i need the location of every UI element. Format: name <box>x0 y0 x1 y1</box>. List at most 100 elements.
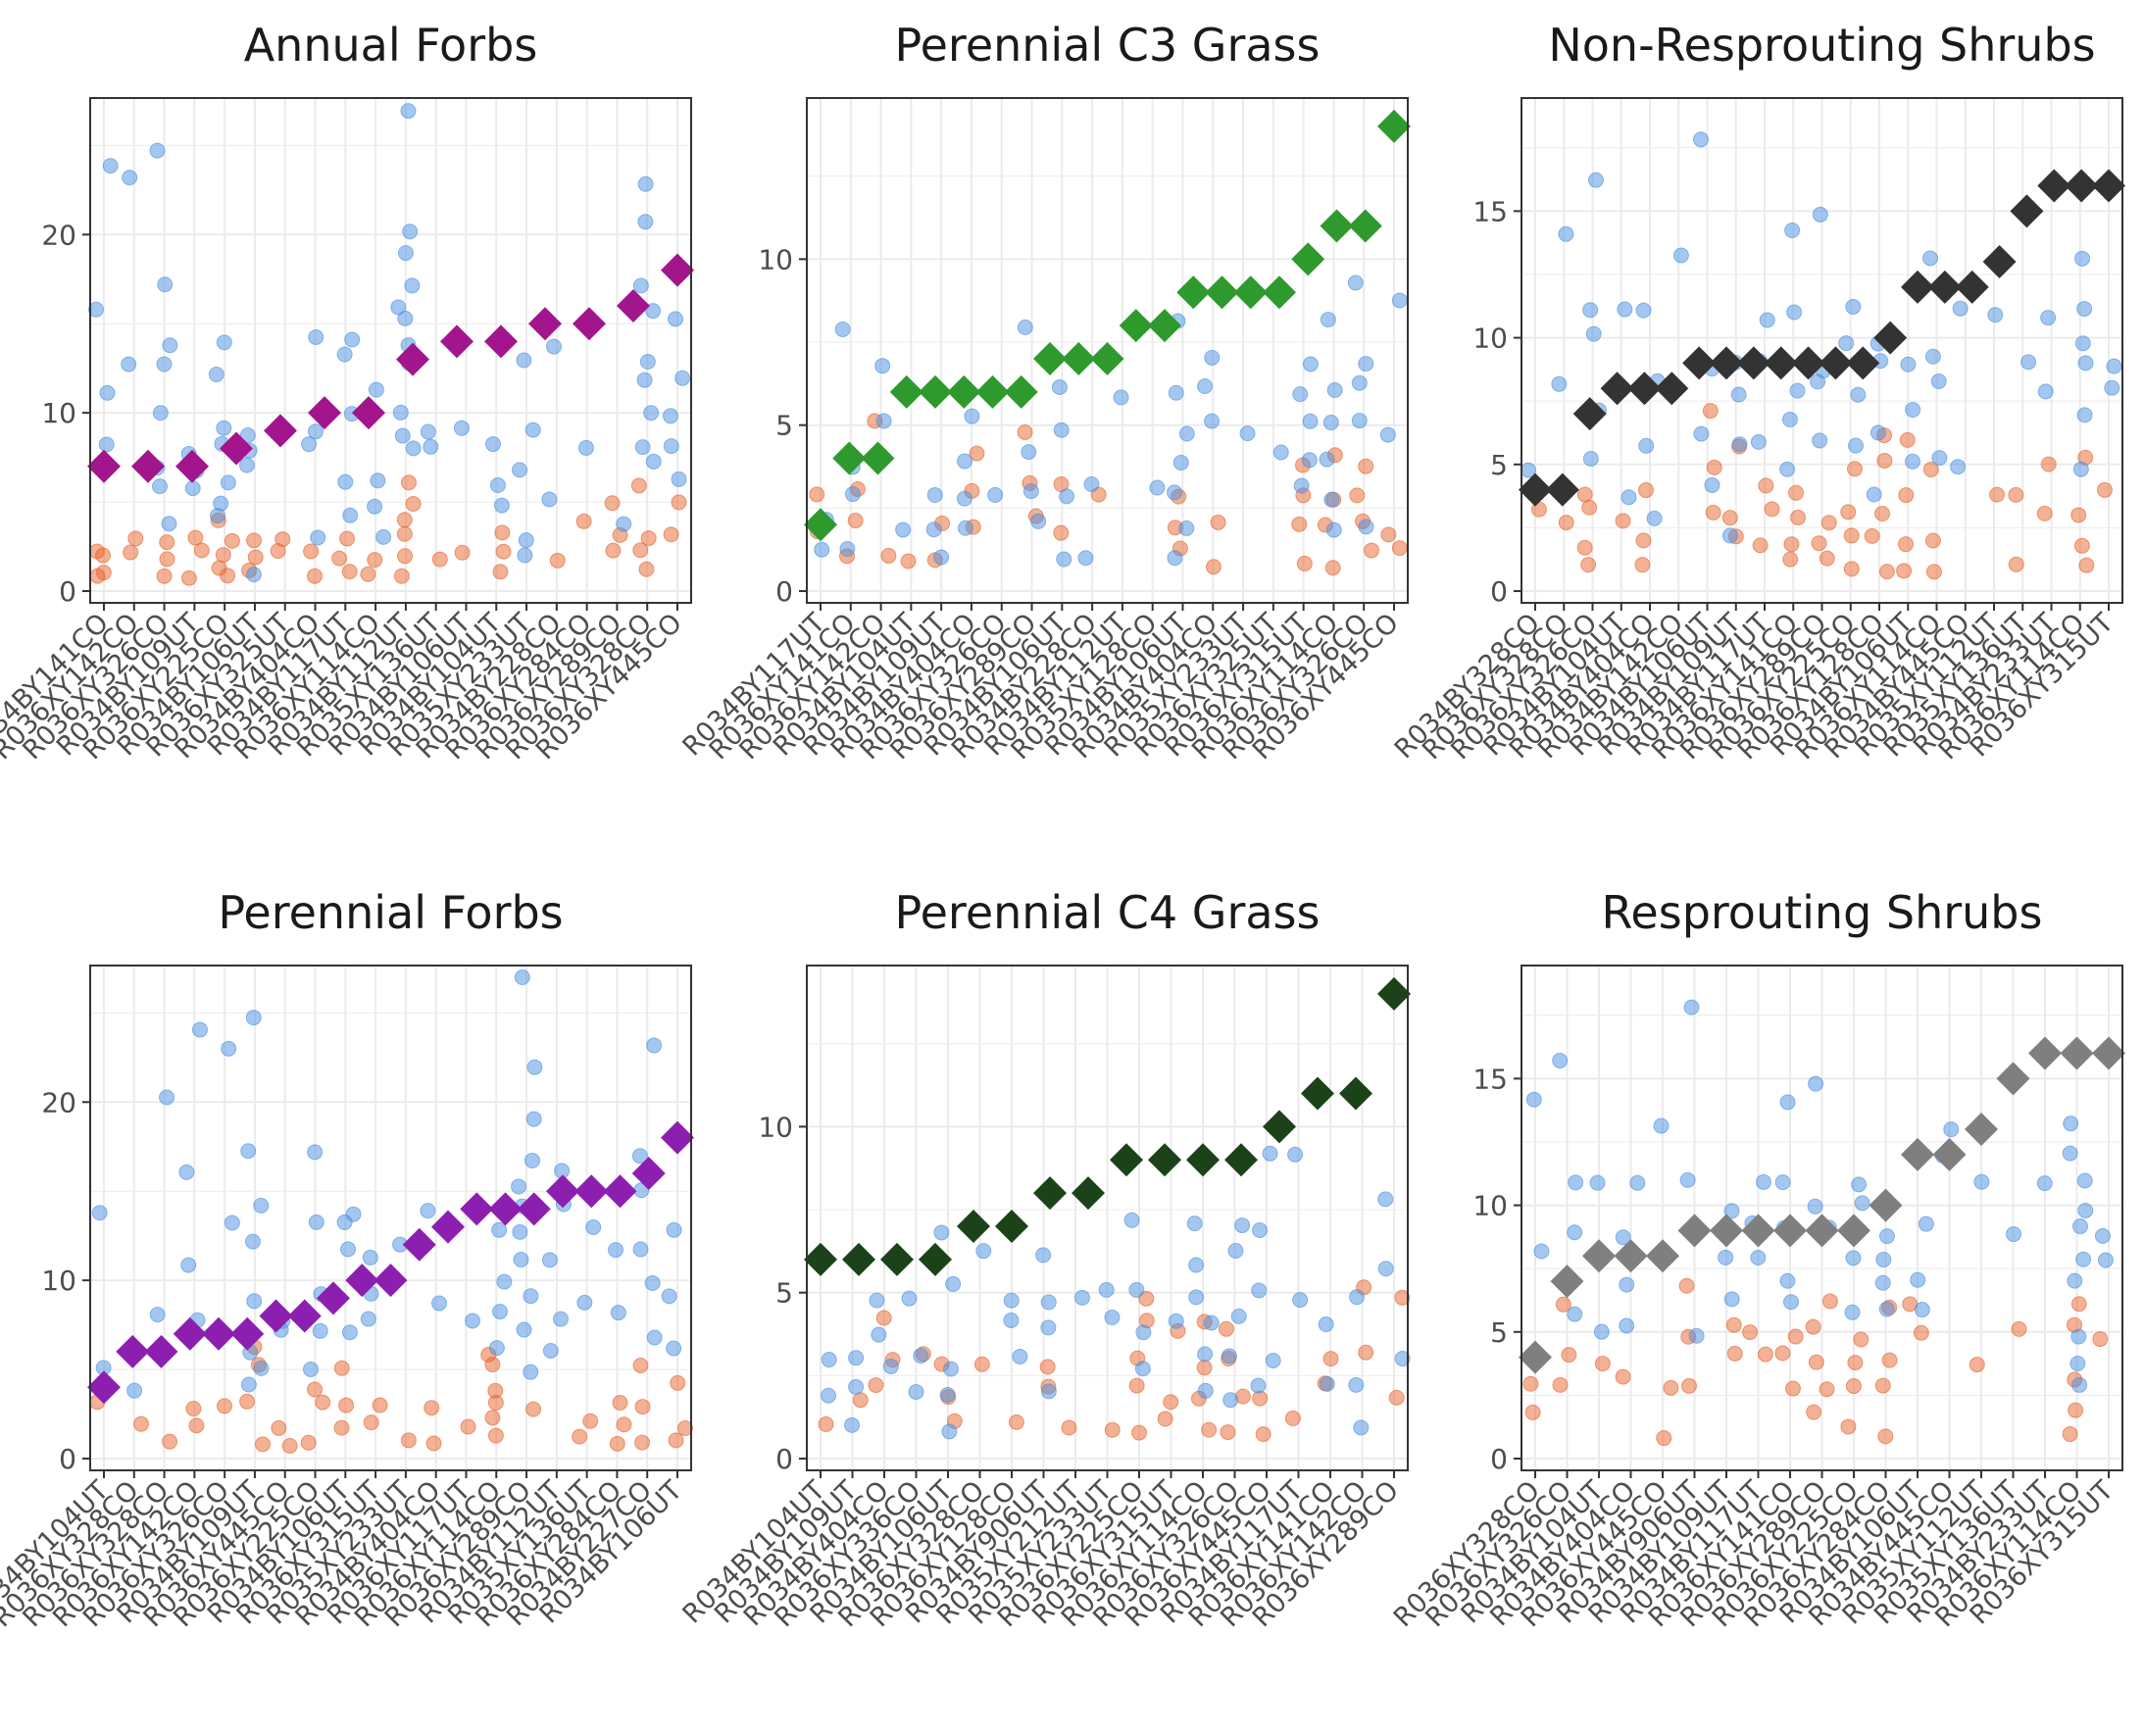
blue-point <box>844 1416 861 1433</box>
blue-point <box>631 1148 648 1165</box>
blue-point <box>308 423 324 440</box>
orange-point <box>2008 486 2024 503</box>
diamond-marker <box>1033 1176 1067 1211</box>
blue-point <box>518 532 534 549</box>
blue-point <box>646 1329 663 1346</box>
orange-point <box>247 549 264 566</box>
orange-point <box>1702 403 1719 420</box>
diamond-marker <box>1736 346 1770 380</box>
orange-point <box>2092 1331 2109 1348</box>
orange-point <box>670 1374 686 1391</box>
diamond-marker <box>131 449 165 483</box>
panel-title: Perennial C3 Grass <box>895 19 1321 72</box>
blue-point <box>2076 1172 2093 1189</box>
blue-point <box>1051 378 1068 395</box>
orange-point <box>2036 505 2053 521</box>
blue-point <box>1931 450 1948 467</box>
blue-point <box>1845 298 1862 315</box>
blue-point <box>370 472 386 489</box>
orange-point <box>1638 482 1655 499</box>
blue-point <box>1302 356 1319 372</box>
orange-point <box>1678 1277 1695 1294</box>
blue-point <box>1653 1117 1670 1134</box>
orange-point <box>1615 1368 1631 1385</box>
blue-point <box>1688 1327 1705 1344</box>
blue-point <box>1781 411 1798 427</box>
orange-point <box>1896 563 1913 579</box>
blue-point <box>246 1293 263 1310</box>
blue-point <box>308 328 324 345</box>
orange-point <box>1774 1345 1791 1362</box>
diamond-marker <box>488 1192 523 1226</box>
orange-point <box>492 564 509 580</box>
blue-point <box>2070 1328 2087 1345</box>
orange-point <box>1721 510 1738 526</box>
blue-point <box>397 245 414 262</box>
blue-point <box>162 337 178 354</box>
y-tick-label: 20 <box>41 1086 76 1118</box>
blue-point <box>1083 475 1100 492</box>
orange-point <box>1925 564 1942 580</box>
blue-point <box>839 541 856 558</box>
orange-point <box>1581 499 1598 516</box>
orange-point <box>1847 1355 1864 1371</box>
blue-point <box>122 170 138 186</box>
blue-point <box>102 158 119 174</box>
y-tick-label: 10 <box>758 1111 793 1143</box>
diamond-marker <box>460 1192 494 1226</box>
diamond-marker <box>1869 1188 1903 1222</box>
blue-point <box>1318 1316 1334 1333</box>
diamond-marker <box>1148 1143 1181 1177</box>
orange-point <box>1864 527 1880 544</box>
blue-point <box>661 1288 677 1305</box>
orange-point <box>89 568 106 584</box>
blue-point <box>1619 1276 1635 1293</box>
orange-point <box>852 1392 869 1409</box>
blue-point <box>1322 415 1339 431</box>
orange-point <box>572 1428 588 1445</box>
panel-6: Resprouting Shrubs051015R036XY328COR036X… <box>1388 886 2125 1633</box>
blue-point <box>662 408 678 424</box>
diamond-marker <box>574 1174 609 1209</box>
diamond-marker <box>173 1316 207 1351</box>
blue-point <box>1847 437 1864 454</box>
blue-point <box>1003 1292 1020 1309</box>
orange-point <box>640 530 657 547</box>
diamond-marker <box>1627 372 1662 406</box>
orange-point <box>1913 1324 1929 1341</box>
orange-point <box>973 1356 990 1372</box>
blue-point <box>1629 1174 1646 1191</box>
blue-point <box>367 498 383 515</box>
y-tick-label: 0 <box>775 575 793 608</box>
blue-point <box>666 1340 682 1357</box>
blue-point <box>2006 1226 2022 1243</box>
orange-point <box>271 1419 287 1436</box>
diamond-marker <box>1901 270 1934 304</box>
blue-point <box>645 303 662 320</box>
blue-point <box>1693 131 1710 148</box>
orange-point <box>1805 1318 1821 1335</box>
blue-point <box>1870 424 1886 441</box>
blue-point <box>1924 348 1941 365</box>
blue-point <box>1351 374 1368 391</box>
blue-point <box>512 1223 528 1240</box>
orange-point <box>431 551 448 568</box>
diamond-marker <box>517 1192 551 1226</box>
orange-point <box>1291 516 1308 532</box>
blue-point <box>180 1257 197 1273</box>
blue-point <box>1113 389 1129 406</box>
orange-point <box>1840 1418 1857 1435</box>
orange-point <box>1017 423 1033 440</box>
blue-point <box>1221 1348 1237 1364</box>
orange-point <box>632 542 649 559</box>
blue-point <box>2071 1376 2088 1393</box>
blue-point <box>1222 1392 1239 1409</box>
blue-point <box>308 1214 324 1230</box>
blue-point <box>542 1343 559 1360</box>
blue-point <box>340 1241 357 1258</box>
orange-point <box>1840 504 1857 521</box>
diamond-marker <box>1846 346 1880 380</box>
orange-point <box>307 1381 324 1398</box>
orange-point <box>875 1310 892 1326</box>
